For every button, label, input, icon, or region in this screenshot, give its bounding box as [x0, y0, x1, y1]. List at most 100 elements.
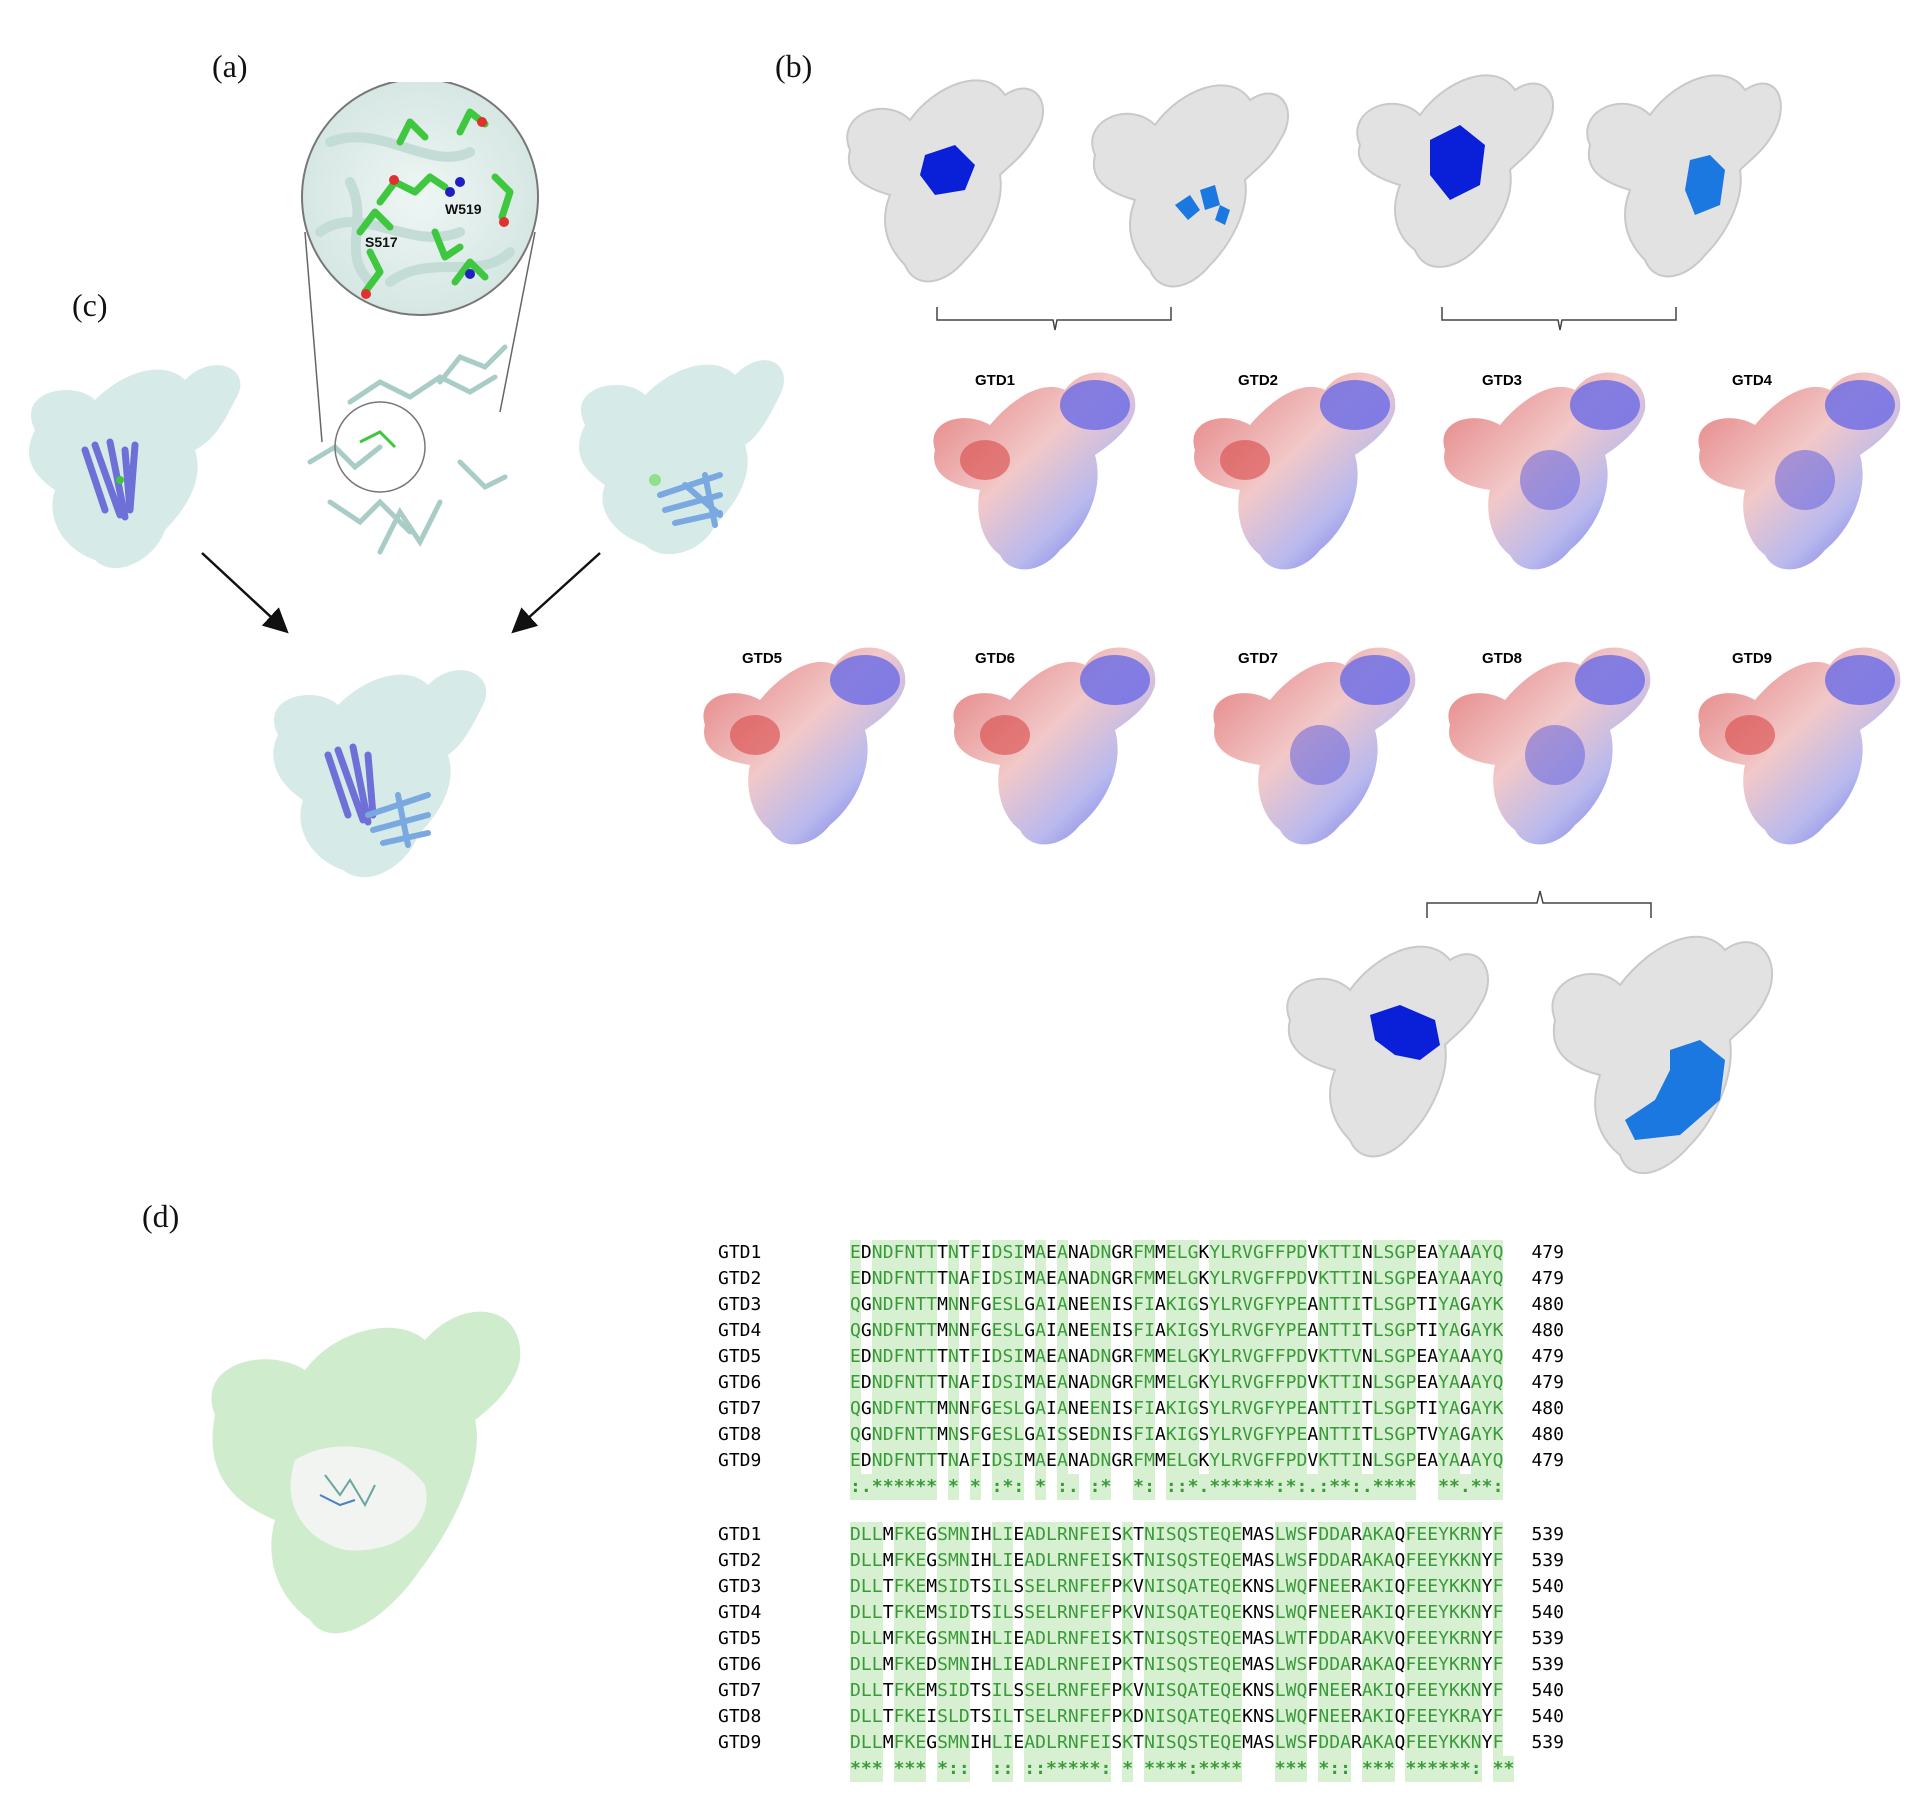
- gtd-label-4: GTD4: [1732, 372, 1773, 389]
- gtd-label-9: GTD9: [1732, 650, 1773, 667]
- sequence-name: GTD1: [718, 1242, 762, 1263]
- panel-label-a: (a): [212, 48, 248, 84]
- sequence-position: 539: [1531, 1550, 1564, 1571]
- panel-label-c: (c): [72, 287, 108, 323]
- electrostatic-surface-gtd5: [703, 647, 906, 845]
- sequence-name: GTD7: [718, 1680, 762, 1701]
- bracket-bottom: [1426, 890, 1652, 918]
- gtd-label-5: GTD5: [742, 650, 783, 667]
- sequence-name: GTD7: [718, 1398, 762, 1419]
- surface-gtd8-bottom-1: [1286, 945, 1490, 1158]
- alignment-row: GTD8 Q G N D F N T T M N S F G E S L G A I S S E D N I S F I A K I G S Y L R…: [718, 1422, 1564, 1448]
- electrostatic-surface-gtd7: [1213, 647, 1416, 845]
- electrostatic-surface-gtd9: [1698, 647, 1901, 845]
- sequence-name: GTD5: [718, 1346, 762, 1367]
- surface-gtd-top-1: [846, 79, 1045, 283]
- sequence-position: 540: [1531, 1576, 1564, 1597]
- alignment-row: GTD9 E D N D F N T T T N A F I D S I M A E A N A D N G R F M M E L G K Y L R…: [718, 1448, 1564, 1474]
- sequence-name: GTD9: [718, 1732, 762, 1753]
- electrostatic-surface-gtd1: [933, 372, 1136, 570]
- sequence-name: GTD8: [718, 1706, 762, 1727]
- sequence-name: GTD9: [718, 1450, 762, 1471]
- sequence-name: GTD6: [718, 1654, 762, 1675]
- sequence-position: 540: [1531, 1706, 1564, 1727]
- sequence-position: 539: [1531, 1524, 1564, 1545]
- bracket-top-left: [936, 307, 1172, 331]
- alignment-row: GTD8 D L L T F K E I S L D T S I L T S E L R N F E F P K D N I S Q A T E Q E…: [718, 1704, 1564, 1730]
- sequence-alignment-block-2: GTD1 D L L M F K E G S M N I H L I E A D L R N F E I S K T N I S Q S T E Q E…: [718, 1522, 1564, 1782]
- consensus-symbols: :. * * * * * * * * : *: * :. : * *: :: *. * * * * * *: *…: [850, 1474, 1504, 1500]
- alignment-row: GTD4 D L L T F K E M S I D T S I L S S E L R N F E F P K V N I S Q A T E Q E…: [718, 1600, 1564, 1626]
- panel-label-b: (b): [775, 48, 813, 84]
- complex-merged-structure: [273, 670, 487, 878]
- alignment-row: GTD3 Q G N D F N T T M N N F G E S L G A I A N E E N I S F I A K I G S Y L R…: [718, 1292, 1564, 1318]
- consensus-symbols: * * * * * * *:: :: :: * * * * *: * * * * *: * * * * * * * …: [850, 1756, 1515, 1782]
- electrostatic-surface-gtd6: [953, 647, 1156, 845]
- bracket-top-right: [1441, 307, 1677, 331]
- sequence-name: GTD3: [718, 1576, 762, 1597]
- alignment-row: GTD2 E D N D F N T T T N A F I D S I M A E A N A D N G R F M M E L G K Y L R…: [718, 1266, 1564, 1292]
- surface-gtd-top-3: [1356, 74, 1555, 268]
- sequence-position: 539: [1531, 1732, 1564, 1753]
- gtd-label-1: GTD1: [975, 372, 1016, 389]
- alignment-row: GTD7 Q G N D F N T T M N N F G E S L G A I A N E E N I S F I A K I G S Y L R…: [718, 1396, 1564, 1422]
- sequence-position: 540: [1531, 1680, 1564, 1701]
- sequence-position: 479: [1531, 1268, 1564, 1289]
- gtd-label-3: GTD3: [1482, 372, 1523, 389]
- gtd-label-7: GTD7: [1238, 650, 1279, 667]
- alignment-row: GTD6 D L L M F K E D S M N I H L I E A D L R N F E I P K T N I S Q S T E Q E…: [718, 1652, 1564, 1678]
- sequence-name: GTD2: [718, 1550, 762, 1571]
- sequence-position: 540: [1531, 1602, 1564, 1623]
- complex-left-structure: [29, 365, 241, 569]
- sequence-name: GTD8: [718, 1424, 762, 1445]
- sequence-position: 480: [1531, 1424, 1564, 1445]
- surface-gtd-top-4: [1586, 74, 1782, 278]
- sequence-position: 479: [1531, 1346, 1564, 1367]
- consensus-row: * * * * * * *:: :: :: * * * * *: * * * * *: * * * * * * * …: [718, 1756, 1564, 1782]
- alignment-row: GTD2 D L L M F K E G S M N I H L I E A D L R N F E I S K T N I S Q S T E Q E…: [718, 1548, 1564, 1574]
- electrostatic-surface-gtd3: [1443, 372, 1646, 570]
- surface-gtd8-bottom-2: [1551, 935, 1774, 1174]
- sequence-position: 539: [1531, 1628, 1564, 1649]
- sequence-name: GTD5: [718, 1628, 762, 1649]
- alignment-row: GTD1 E D N D F N T T T N T F I D S I M A E A N A D N G R F M M E L G K Y L R…: [718, 1240, 1564, 1266]
- residue-w519-label: W519: [445, 201, 482, 217]
- conservation-surface: [211, 1311, 521, 1634]
- alignment-row: GTD6 E D N D F N T T T N A F I D S I M A E A N A D N G R F M M E L G K Y L R…: [718, 1370, 1564, 1396]
- alignment-row: GTD9 D L L M F K E G S M N I H L I E A D L R N F E I S K T N I S Q S T E Q E…: [718, 1730, 1564, 1756]
- sequence-position: 480: [1531, 1320, 1564, 1341]
- alignment-row: GTD5 D L L M F K E G S M N I H L I E A D L R N F E I S K T N I S Q S T E Q E…: [718, 1626, 1564, 1652]
- sequence-name: GTD6: [718, 1372, 762, 1393]
- complex-arrows: [201, 552, 601, 634]
- gtd-label-8: GTD8: [1482, 650, 1523, 667]
- complex-right-structure: [579, 360, 784, 555]
- sequence-position: 479: [1531, 1372, 1564, 1393]
- sequence-name: GTD4: [718, 1602, 762, 1623]
- electrostatic-surface-gtd8: [1448, 647, 1651, 845]
- gtd-label-2: GTD2: [1238, 372, 1279, 389]
- sequence-name: GTD3: [718, 1294, 762, 1315]
- active-site-zoom-figure: S517 W519: [301, 82, 539, 555]
- alignment-row: GTD7 D L L T F K E M S I D T S I L S S E L R N F E F P K V N I S Q A T E Q E…: [718, 1678, 1564, 1704]
- sequence-alignment-block-1: GTD1 E D N D F N T T T N T F I D S I M A E A N A D N G R F M M E L G K Y L R…: [718, 1240, 1564, 1500]
- electrostatic-surface-gtd2: [1193, 372, 1396, 570]
- sequence-name: GTD2: [718, 1268, 762, 1289]
- residue-s517-label: S517: [365, 234, 398, 250]
- sequence-name: GTD4: [718, 1320, 762, 1341]
- electrostatic-surface-gtd4: [1698, 372, 1901, 570]
- panel-label-d: (d): [142, 1198, 180, 1234]
- alignment-row: GTD3 D L L T F K E M S I D T S I L S S E L R N F E F P K V N I S Q A T E Q E…: [718, 1574, 1564, 1600]
